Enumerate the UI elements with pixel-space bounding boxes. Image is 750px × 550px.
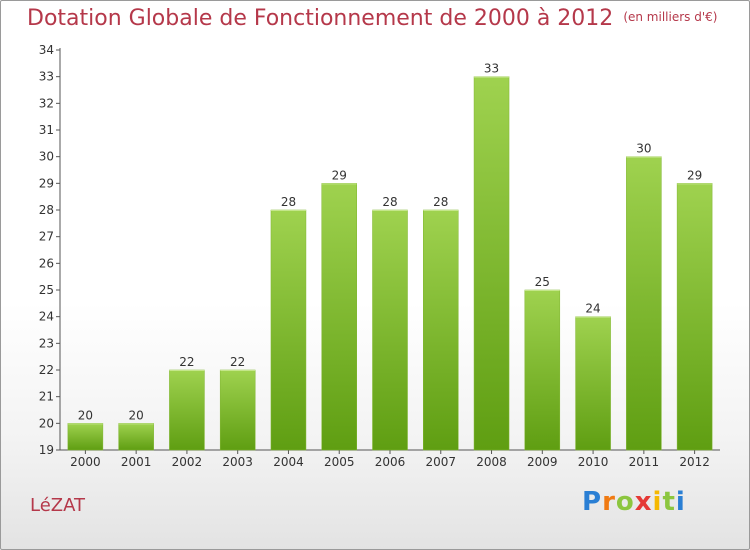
title-unit: (en milliers d'€) bbox=[623, 10, 718, 24]
x-tick-label: 2005 bbox=[324, 455, 355, 469]
logo-letter: i bbox=[675, 487, 686, 517]
x-tick-label: 2011 bbox=[629, 455, 660, 469]
logo-letter: t bbox=[662, 487, 676, 517]
bar-2005 bbox=[321, 183, 357, 451]
x-tick-label: 2008 bbox=[476, 455, 507, 469]
bar-2006 bbox=[372, 209, 408, 451]
x-tick-label: 2012 bbox=[679, 455, 710, 469]
bar-value-label: 24 bbox=[585, 302, 600, 316]
bar-value-label: 22 bbox=[230, 355, 245, 369]
bar-2002 bbox=[169, 369, 205, 451]
y-tick-label: 21 bbox=[39, 390, 54, 404]
logo-letter: r bbox=[602, 487, 616, 517]
bar-value-label: 22 bbox=[179, 355, 194, 369]
chart-bars bbox=[67, 76, 713, 451]
bar-2004 bbox=[270, 209, 307, 451]
y-tick-label: 26 bbox=[39, 256, 54, 270]
y-tick-label: 19 bbox=[39, 443, 54, 457]
x-tick-label: 2004 bbox=[273, 455, 304, 469]
logo-letter: x bbox=[634, 487, 653, 517]
y-tick-label: 20 bbox=[39, 416, 54, 430]
bar-2010 bbox=[575, 316, 611, 451]
y-tick-label: 28 bbox=[39, 203, 54, 217]
bar-value-label: 29 bbox=[332, 168, 347, 182]
x-tick-label: 2007 bbox=[425, 455, 456, 469]
x-tick-label: 2002 bbox=[172, 455, 203, 469]
bar-value-label: 33 bbox=[484, 62, 499, 76]
bar-2007 bbox=[423, 209, 459, 451]
y-tick-label: 31 bbox=[39, 123, 54, 137]
chart-title: Dotation Globale de Fonctionnement de 20… bbox=[27, 6, 717, 31]
x-tick-label: 2006 bbox=[375, 455, 406, 469]
bar-value-label: 28 bbox=[433, 195, 448, 209]
y-tick-label: 29 bbox=[39, 176, 54, 190]
title-text: Dotation Globale de Fonctionnement de 20… bbox=[27, 6, 614, 31]
x-tick-label: 2003 bbox=[222, 455, 253, 469]
y-tick-label: 22 bbox=[39, 363, 54, 377]
y-tick-label: 23 bbox=[39, 336, 54, 350]
bar-2009 bbox=[524, 289, 561, 451]
bar-2012 bbox=[676, 183, 713, 451]
x-tick-label: 2001 bbox=[121, 455, 152, 469]
commune-name: LéZAT bbox=[30, 495, 86, 516]
x-tick-label: 2010 bbox=[578, 455, 609, 469]
bar-value-label: 20 bbox=[129, 408, 144, 422]
bar-2000 bbox=[67, 423, 104, 451]
y-tick-label: 34 bbox=[39, 43, 54, 57]
y-tick-label: 24 bbox=[39, 310, 54, 324]
bar-2011 bbox=[626, 156, 662, 451]
logo-letter: P bbox=[582, 487, 603, 517]
bar-value-label: 28 bbox=[281, 195, 296, 209]
proxiti-logo: Proxiti bbox=[582, 487, 686, 517]
bar-value-label: 25 bbox=[535, 275, 550, 289]
x-tick-label: 2009 bbox=[527, 455, 558, 469]
chart-labels: 20 2000 20 2001 22 2002 22 2003 28 2004 29 2005 28 20… bbox=[70, 62, 710, 469]
bar-value-label: 20 bbox=[78, 408, 93, 422]
x-tick-label: 2000 bbox=[70, 455, 101, 469]
y-tick-label: 33 bbox=[39, 70, 54, 84]
y-tick-label: 32 bbox=[39, 96, 54, 110]
y-tick-label: 25 bbox=[39, 283, 54, 297]
bar-2003 bbox=[219, 369, 256, 451]
bar-2001 bbox=[118, 423, 154, 451]
y-tick-label: 27 bbox=[39, 230, 54, 244]
logo-letter: i bbox=[652, 487, 663, 517]
bar-value-label: 28 bbox=[382, 195, 397, 209]
bar-value-label: 29 bbox=[687, 168, 702, 182]
y-tick-label: 30 bbox=[39, 150, 54, 164]
bar-value-label: 30 bbox=[636, 142, 651, 156]
bar-2008 bbox=[473, 76, 510, 451]
logo-letter: o bbox=[615, 487, 635, 517]
